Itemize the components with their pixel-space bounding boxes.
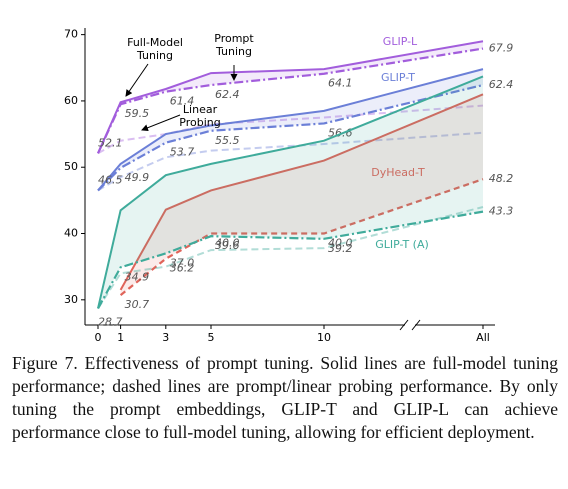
y-tick-label: 30 (64, 293, 78, 306)
series-name: GLIP-T (A) (375, 238, 429, 251)
data-label: 40.0 (215, 237, 240, 250)
annotation-arrow (141, 114, 181, 132)
linear-line (97, 206, 484, 309)
caption: Figure 7. Effectiveness of prompt tuning… (12, 353, 558, 442)
data-label: 64.1 (328, 77, 353, 90)
data-label: 30.7 (125, 298, 150, 311)
data-label: 48.2 (489, 172, 514, 185)
x-tick-label: 0 (95, 331, 102, 344)
data-label: 40.0 (328, 237, 353, 250)
x-tick-label: 10 (317, 331, 331, 344)
data-label: 59.5 (125, 107, 150, 120)
shade-area (98, 69, 483, 191)
annotation: Prompt (214, 32, 254, 45)
data-label: 36.2 (170, 262, 195, 275)
x-tick-label: 5 (208, 331, 215, 344)
data-label: 62.4 (215, 88, 240, 101)
series-name: GLIP-L (383, 35, 418, 48)
data-label: 37.0 (170, 256, 195, 269)
x-tick-label: All (476, 331, 490, 344)
data-label: 62.4 (489, 78, 514, 91)
shade-area (120, 94, 483, 296)
shade-area (98, 41, 483, 154)
prompt-line (97, 83, 484, 192)
data-label: 28.7 (98, 315, 123, 328)
full-line (119, 93, 484, 291)
data-label: 67.9 (489, 42, 514, 55)
x-tick-label: 3 (162, 331, 169, 344)
axis-break (399, 319, 409, 331)
data-label: 53.7 (170, 146, 195, 159)
data-label: 55.5 (215, 134, 240, 147)
annotation: Full-Model (127, 36, 183, 49)
full-line (97, 75, 484, 309)
prompt-line (97, 210, 484, 309)
data-label: 39.6 (215, 239, 240, 252)
prompt-line (97, 47, 484, 154)
y-tick-label: 70 (64, 28, 78, 41)
data-label: 34.9 (125, 270, 150, 283)
y-tick-label: 40 (64, 227, 78, 240)
annotation: Probing (179, 116, 220, 129)
axis-break (411, 319, 421, 331)
data-label: 43.3 (489, 205, 514, 218)
data-label: 52.1 (98, 136, 123, 149)
data-label: 46.5 (98, 173, 123, 186)
data-label: 49.9 (125, 171, 150, 184)
annotation-arrow (125, 63, 149, 97)
data-label: 61.4 (170, 95, 195, 108)
y-tick-label: 50 (64, 160, 78, 173)
chart: 30 40 50 60 70 0 1 3 5 10 All 52.1 59.5 61.4 62.4 64.1 6… (64, 28, 514, 344)
shade-area (98, 76, 483, 309)
series-name: GLIP-T (381, 71, 415, 84)
annotation: Tuning (136, 49, 173, 62)
full-line (97, 68, 484, 192)
x-tick-label: 1 (117, 331, 124, 344)
annotation: Tuning (215, 45, 252, 58)
y-tick-label: 60 (64, 94, 78, 107)
series-name: DyHead-T (371, 166, 425, 179)
data-label: 39.2 (328, 242, 353, 255)
annotation: Linear (183, 103, 218, 116)
